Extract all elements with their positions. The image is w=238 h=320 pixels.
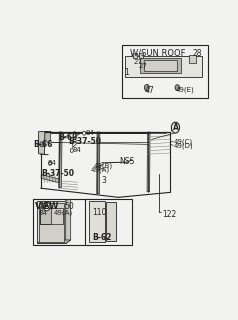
Circle shape — [40, 142, 44, 147]
Polygon shape — [147, 132, 150, 192]
Polygon shape — [144, 60, 177, 71]
Text: 27: 27 — [139, 62, 148, 68]
Circle shape — [40, 206, 43, 210]
Bar — [40, 208, 51, 224]
Bar — [33, 199, 88, 245]
Circle shape — [83, 131, 86, 135]
Polygon shape — [37, 201, 66, 244]
Text: B-66: B-66 — [33, 140, 52, 149]
Text: B-69: B-69 — [58, 133, 78, 142]
Polygon shape — [39, 132, 45, 154]
Text: B-37-50: B-37-50 — [42, 169, 75, 178]
Text: 47: 47 — [145, 86, 155, 95]
Polygon shape — [45, 132, 51, 142]
Text: 84: 84 — [72, 147, 81, 153]
Text: 110: 110 — [92, 208, 107, 217]
Bar — [40, 208, 63, 224]
Circle shape — [144, 84, 149, 91]
Text: 122: 122 — [163, 210, 177, 219]
Polygon shape — [125, 56, 202, 76]
Text: 49(C): 49(C) — [174, 138, 193, 145]
Polygon shape — [140, 58, 181, 73]
Polygon shape — [139, 53, 143, 58]
Text: W/SUN ROOF: W/SUN ROOF — [130, 49, 186, 58]
Text: B-62: B-62 — [92, 233, 112, 242]
Circle shape — [43, 202, 50, 211]
Text: 50: 50 — [64, 202, 74, 211]
Text: 49(D): 49(D) — [174, 142, 193, 148]
Text: 49(B): 49(B) — [93, 162, 113, 169]
Text: 84: 84 — [85, 130, 94, 136]
Bar — [189, 55, 197, 63]
Polygon shape — [134, 53, 137, 58]
Circle shape — [70, 148, 73, 153]
Text: 3: 3 — [102, 176, 107, 185]
Text: 49(A): 49(A) — [54, 210, 73, 216]
Text: 84: 84 — [39, 210, 47, 216]
Polygon shape — [39, 203, 64, 242]
Text: 49(A): 49(A) — [91, 166, 110, 173]
Text: B-37-50: B-37-50 — [69, 137, 101, 146]
Text: 1: 1 — [124, 68, 129, 77]
Text: 27: 27 — [134, 59, 143, 65]
Circle shape — [171, 122, 179, 133]
Polygon shape — [66, 199, 71, 244]
Polygon shape — [89, 201, 105, 243]
Text: 84: 84 — [47, 160, 56, 166]
Text: NSS: NSS — [119, 156, 134, 166]
Text: A: A — [44, 204, 50, 210]
Text: VIEW: VIEW — [35, 202, 59, 211]
Text: 28: 28 — [193, 49, 202, 58]
Polygon shape — [37, 240, 71, 244]
Circle shape — [175, 85, 179, 91]
Bar — [122, 44, 208, 98]
Circle shape — [49, 161, 51, 165]
Text: A: A — [173, 123, 178, 132]
Text: 49(E): 49(E) — [175, 87, 194, 93]
Bar — [85, 199, 132, 245]
Polygon shape — [97, 132, 100, 194]
Polygon shape — [41, 174, 58, 182]
Polygon shape — [59, 132, 62, 188]
Polygon shape — [106, 202, 116, 241]
